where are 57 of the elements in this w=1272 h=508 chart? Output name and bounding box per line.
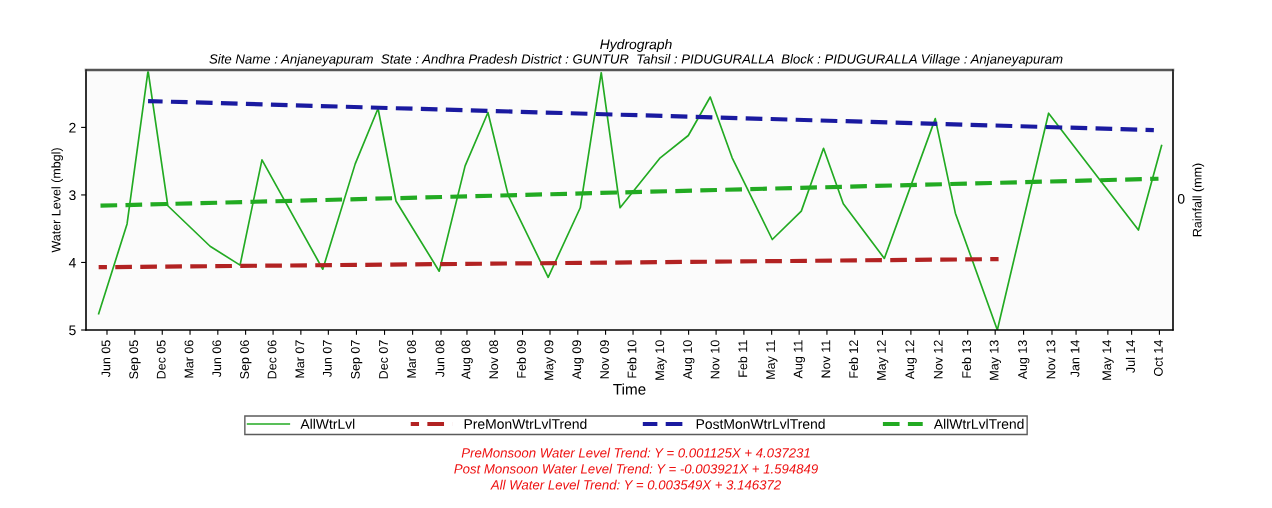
x-tick-label: Jun 07	[322, 340, 332, 378]
x-tick-label: Nov 13	[1046, 340, 1056, 379]
x-tick-label: Jun 08	[435, 340, 445, 378]
legend-label: AllWtrLvlTrend	[933, 418, 1024, 429]
x-tick-label: May 12	[877, 340, 889, 380]
x-tick-label: Feb 12	[848, 340, 859, 378]
x-tick-label: Oct 14	[1153, 340, 1163, 376]
legend-label: AllWtrLvl	[300, 418, 355, 429]
x-tick-label: Feb 11	[738, 340, 748, 377]
chart-title: Hydrograph	[600, 39, 672, 52]
line-series	[97, 70, 1163, 330]
x-tick-label: Feb 13	[961, 340, 972, 378]
y-tick-label: 4	[68, 257, 76, 268]
chart-subtitle: Site Name : Anjaneyapuram State : Andhra Pradesh District : GUNTUR Tahsil : PIDUGURALLA Block : PIDUGURALLA Village : Anjaneyapuram	[209, 54, 1063, 67]
x-tick-label: May 09	[544, 340, 556, 380]
x-tick-label: Nov 11	[821, 340, 831, 378]
text: PreMonsoon Water Level Trend: Y = 0.001125X + 4.037231	[461, 447, 810, 458]
x-tick-label: Mar 08	[407, 340, 416, 378]
x-tick-label: May 10	[655, 340, 667, 380]
x-tick-label: Aug 10	[683, 340, 695, 380]
x-tick-label: May 11	[766, 340, 778, 379]
x-tick-label: Feb 10	[627, 340, 637, 378]
x-tick-label: Sep 05	[129, 340, 141, 379]
y-tick-label: 2	[69, 122, 76, 133]
x-tick-label: Dec 07	[379, 340, 388, 379]
x-tick-label: Jan 14	[1070, 340, 1080, 378]
x-tick-label: Jul 14	[1125, 340, 1135, 373]
x-tick-label: Nov 09	[600, 340, 609, 379]
x-axis-title: Time	[613, 383, 646, 395]
x-tick-label: Sep 07	[350, 340, 363, 379]
x-tick-label: Dec 06	[267, 340, 277, 379]
x-tick-label: Nov 10	[710, 340, 720, 379]
x-tick-label: Dec 05	[156, 340, 166, 379]
x-tick-label: Aug 11	[793, 340, 805, 379]
x-tick-label: Aug 12	[905, 340, 917, 380]
x-tick-label: Mar 07	[295, 340, 305, 378]
x-tick-label: Nov 12	[933, 340, 943, 379]
text: 0	[1177, 193, 1185, 204]
x-tick-label: Jun 05	[101, 340, 111, 378]
x-tick-label: May 14	[1102, 340, 1114, 380]
x-tick-label: Jun 06	[212, 340, 222, 378]
x-tick-label: Aug 13	[1018, 340, 1030, 380]
legend-label: PostMonWtrLvlTrend	[696, 418, 825, 429]
legend-label: PreMonWtrLvlTrend	[464, 418, 587, 429]
x-tick-label: May 13	[989, 340, 1001, 380]
x-tick-label: Mar 06	[184, 340, 194, 378]
x-tick-label: Aug 09	[572, 340, 584, 380]
y-axis-title: Water Level (mbgl)	[51, 148, 63, 253]
y2-axis-title: Rainfall (mm)	[1192, 163, 1205, 237]
x-tick-label: Feb 09	[516, 340, 526, 378]
y-tick-label: 5	[69, 325, 76, 336]
x-tick-label: Aug 08	[461, 340, 473, 380]
text: All Water Level Trend: Y = 0.003549X + 3.146372	[490, 479, 781, 490]
text: Post Monsoon Water Level Trend: Y = -0.003921X + 1.594849	[454, 463, 818, 474]
x-tick-label: Sep 06	[240, 340, 252, 379]
y-tick-label: 3	[69, 190, 76, 201]
x-tick-label: Nov 08	[489, 340, 499, 379]
